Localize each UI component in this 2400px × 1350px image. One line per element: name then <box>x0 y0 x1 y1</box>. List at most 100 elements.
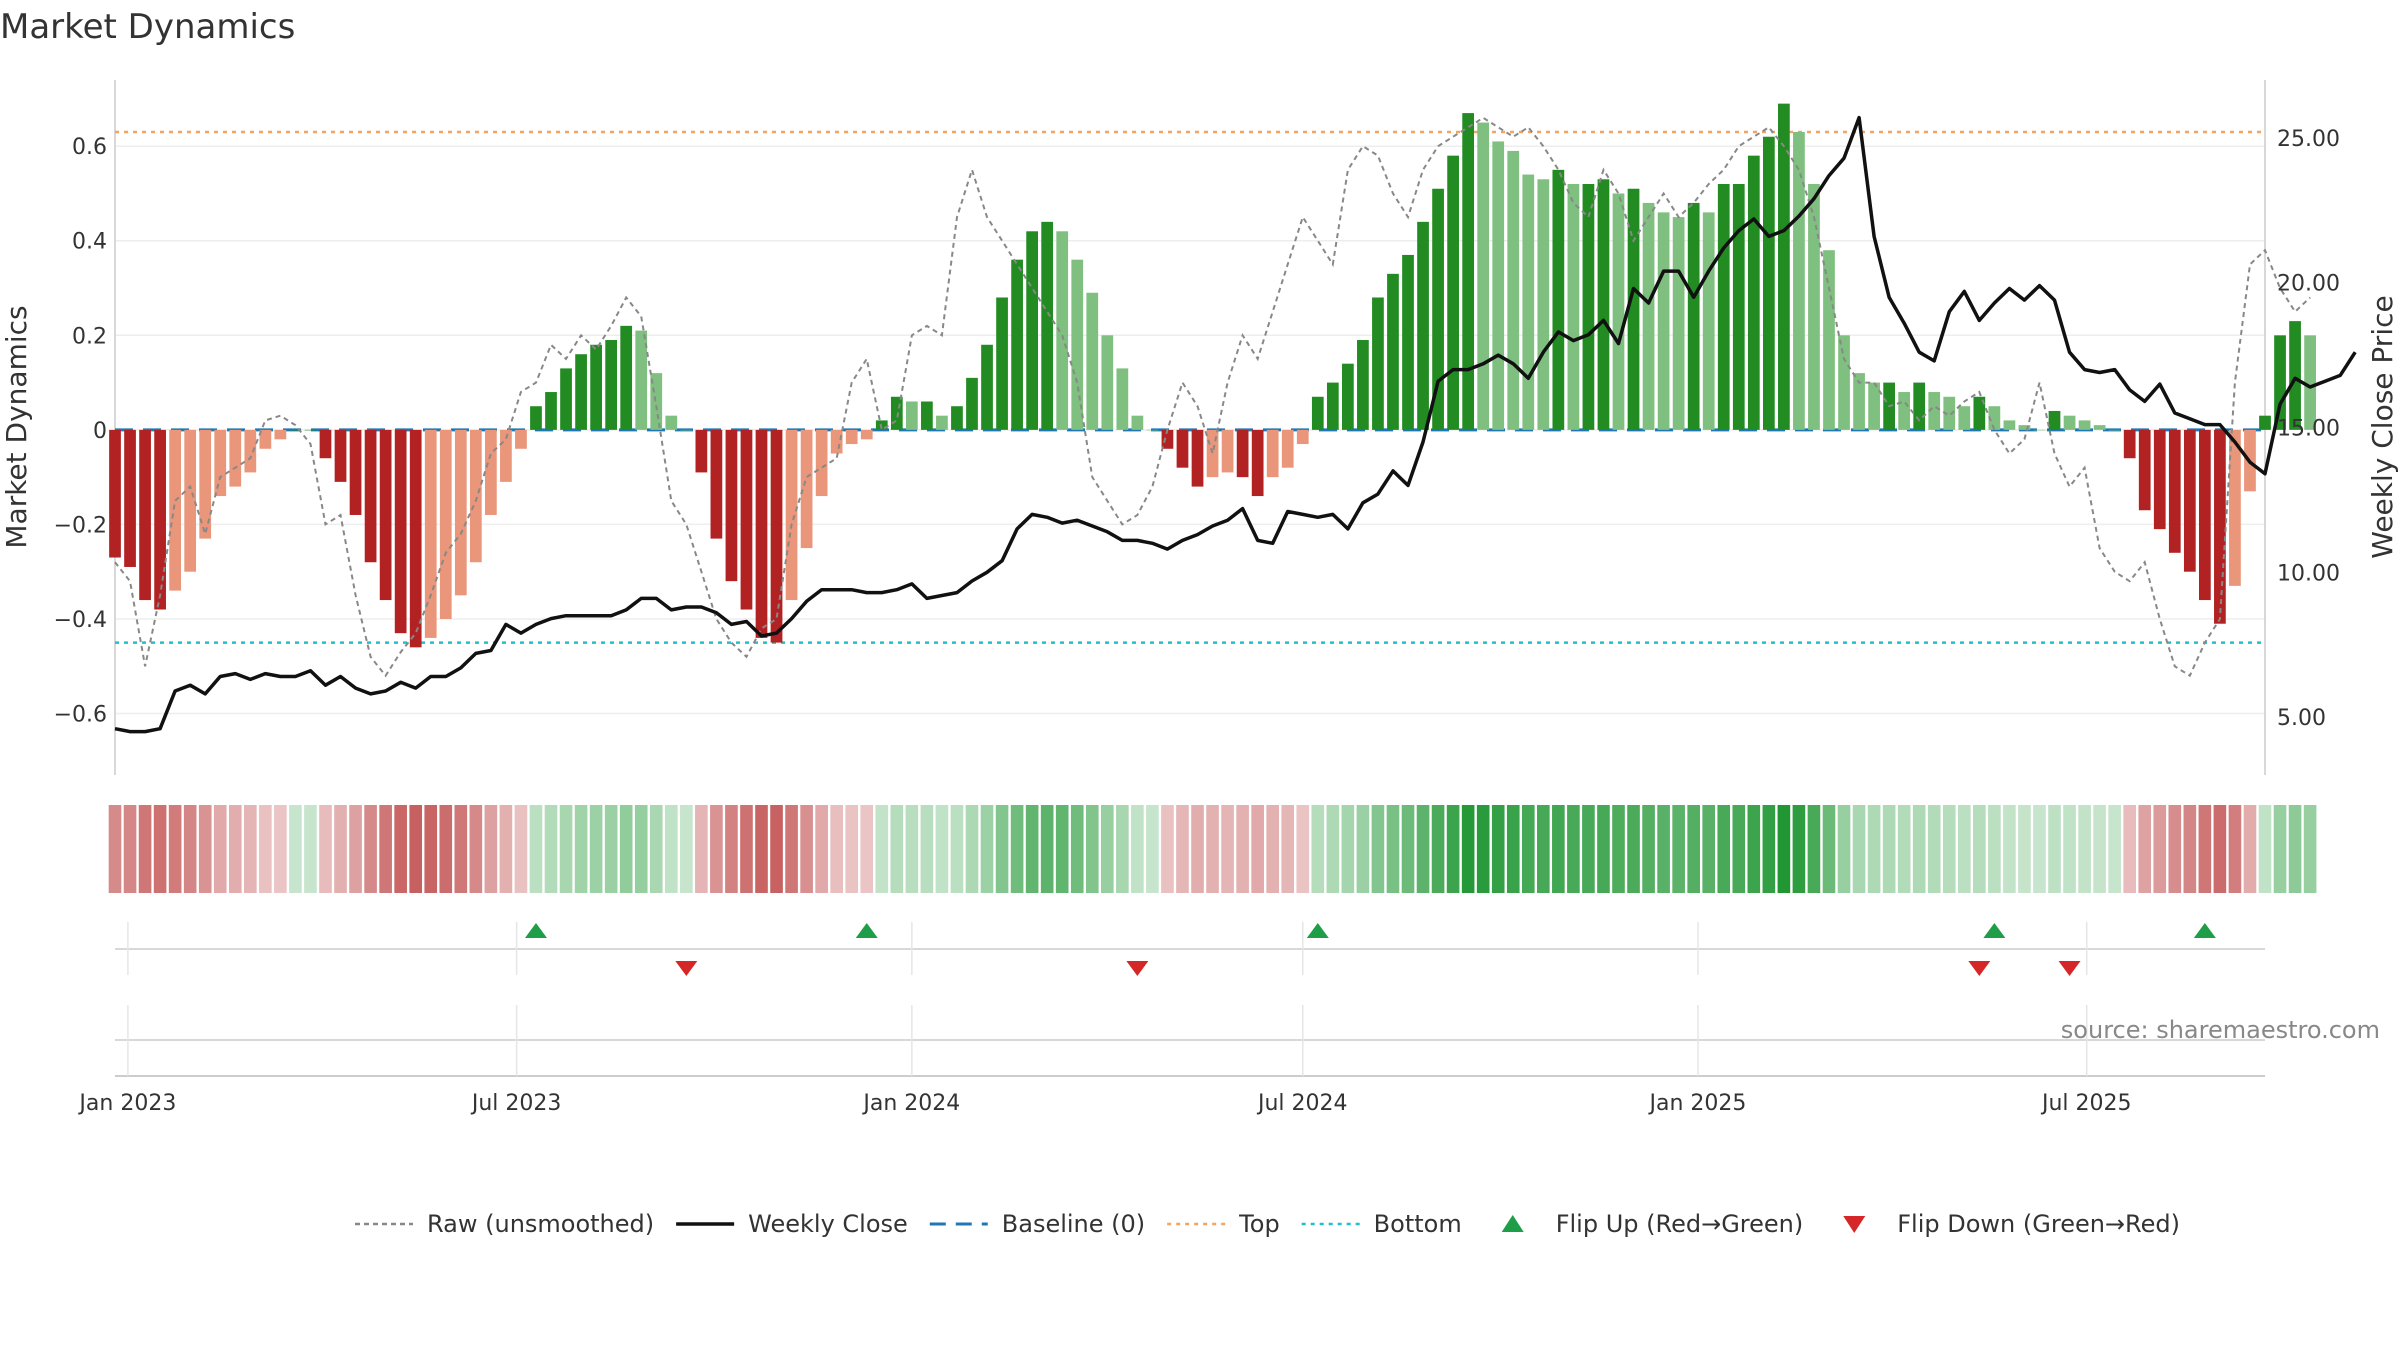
main-axes <box>114 80 2266 775</box>
dynamics-bar <box>319 429 332 459</box>
heat-cell <box>1416 805 1430 893</box>
heat-cell <box>2033 805 2046 893</box>
dynamics-bar <box>1687 202 1700 430</box>
heat-cell <box>1747 805 1761 893</box>
dynamics-bar <box>349 429 362 515</box>
dynamics-bar <box>1011 259 1023 430</box>
heat-cell <box>274 805 287 893</box>
heat-cell <box>153 805 167 893</box>
dynamics-bar <box>274 429 287 440</box>
dynamics-bar <box>199 429 212 539</box>
dynamics-bar <box>695 429 708 473</box>
dynamics-bar <box>1838 335 1850 430</box>
right-axis-ticks: 25.00 20.00 15.00 10.00 5.00 <box>2277 127 2340 731</box>
y-tick-label: 0 <box>93 419 107 444</box>
heat-cell <box>1131 805 1144 893</box>
heat-cell <box>2198 805 2212 893</box>
heat-cell <box>1085 805 1099 893</box>
heat-cell <box>965 805 979 893</box>
dynamics-bar <box>2304 335 2316 430</box>
dynamics-bar <box>1522 174 1535 430</box>
dynamics-bar <box>424 429 437 638</box>
heat-cell <box>1311 805 1325 893</box>
dynamics-bar <box>1071 259 1084 430</box>
dynamics-bar <box>1943 396 1956 430</box>
dynamics-bar <box>830 429 843 454</box>
dynamics-bar <box>1612 193 1625 430</box>
dynamics-bar <box>1898 392 1911 430</box>
heat-cell <box>604 805 618 893</box>
weekly-close-line <box>114 115 2357 734</box>
heat-cell <box>1521 805 1535 893</box>
y2-tick-label: 25.00 <box>2277 127 2340 152</box>
heat-cell <box>1717 805 1731 893</box>
heat-cell <box>1552 805 1565 893</box>
heat-cell <box>950 805 964 893</box>
dynamics-bar <box>921 401 933 430</box>
y2-tick-label: 5.00 <box>2277 706 2326 731</box>
dynamics-bar <box>1251 429 1264 497</box>
legend-item: Top <box>1167 1210 1280 1238</box>
dynamics-bar <box>1417 221 1429 430</box>
heat-cell <box>499 805 513 893</box>
dynamics-bar <box>1732 184 1745 430</box>
heat-cell <box>259 805 272 893</box>
heat-cell <box>1100 805 1114 893</box>
chart-title: Market Dynamics <box>0 7 295 47</box>
legend-item: Flip Down (Green→Red) <box>1843 1210 2180 1238</box>
dynamics-bar <box>2259 415 2271 430</box>
legend-label: Flip Down (Green→Red) <box>1897 1210 2180 1238</box>
heat-cell <box>785 805 798 893</box>
dynamics-bar <box>1657 212 1670 430</box>
dynamics-bar <box>1191 429 1204 487</box>
dynamics-bar <box>469 429 482 563</box>
heat-cell <box>1597 805 1610 893</box>
dynamics-bar <box>650 373 663 430</box>
heat-cell <box>1582 805 1595 893</box>
dynamics-bar <box>1462 113 1475 430</box>
heat-cell <box>213 805 227 893</box>
dynamics-bar <box>1717 184 1730 430</box>
dynamics-bar <box>1747 155 1760 430</box>
dynamics-bar <box>1567 184 1580 430</box>
heat-cell <box>1221 805 1234 893</box>
heat-cell <box>1491 805 1505 893</box>
heat-cell <box>1251 805 1264 893</box>
heat-cell <box>905 805 919 893</box>
legend: Raw (unsmoothed) Weekly Close Baseline (0)… <box>355 1210 2180 1238</box>
dynamics-bar <box>890 396 903 430</box>
dynamics-bar <box>785 429 798 601</box>
heat-cell <box>1506 805 1520 893</box>
dynamics-bar <box>2214 429 2226 624</box>
heat-cell <box>2303 805 2317 893</box>
dynamics-bar <box>1823 250 1835 430</box>
dynamics-bar <box>1627 188 1640 430</box>
dynamics-bar <box>1853 373 1865 430</box>
heat-cell <box>1025 805 1039 893</box>
dynamics-bar <box>905 401 918 430</box>
heat-cell <box>1281 805 1295 893</box>
heat-cell <box>244 805 257 893</box>
heat-cell <box>1732 805 1746 893</box>
dynamics-bar <box>2229 429 2241 586</box>
heat-cell <box>1672 805 1685 893</box>
legend-swatch <box>1501 1215 1524 1232</box>
flip-up-marker <box>855 923 878 938</box>
heat-cell <box>364 805 377 893</box>
dynamics-bar <box>289 429 302 431</box>
dynamics-bar <box>2063 415 2076 430</box>
x-tick-label: Jan 2024 <box>861 1091 960 1116</box>
heat-cell <box>980 805 994 893</box>
heat-cell <box>1957 805 1971 893</box>
heat-cell <box>1973 805 1986 893</box>
dynamics-bar <box>1973 396 1986 430</box>
dynamics-bar <box>229 429 242 487</box>
heat-cell <box>1687 805 1700 893</box>
dynamics-bar <box>259 429 272 449</box>
heat-cell <box>619 805 633 893</box>
dynamics-bar <box>1387 273 1399 430</box>
heat-cell <box>2258 805 2272 893</box>
heat-cell <box>469 805 483 893</box>
heat-cell <box>1326 805 1340 893</box>
dynamics-bar <box>560 368 572 430</box>
